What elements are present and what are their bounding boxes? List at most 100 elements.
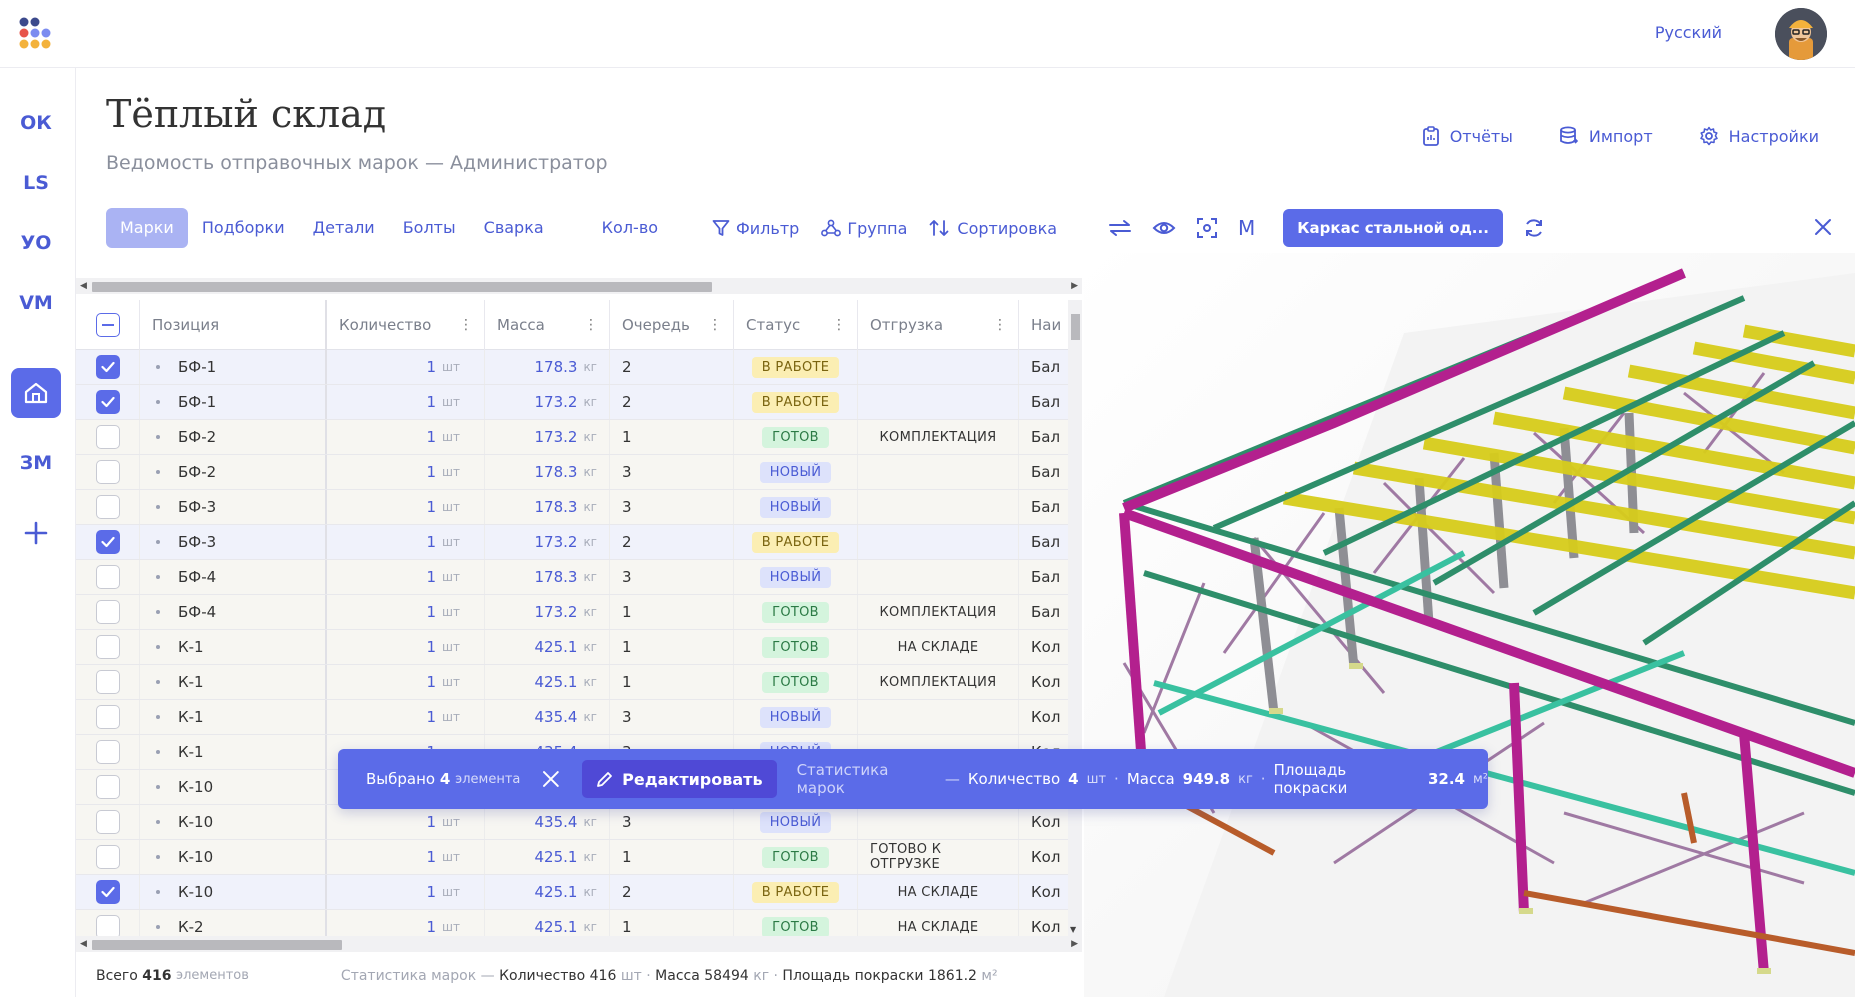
row-select-cell[interactable] xyxy=(76,490,140,524)
row-select-cell[interactable] xyxy=(76,735,140,769)
sort-button[interactable]: Сортировка xyxy=(929,219,1057,238)
column-menu-icon[interactable]: ⋮ xyxy=(459,317,473,333)
nav-item-uo[interactable]: УО xyxy=(20,232,52,254)
table-row[interactable]: БФ-1 1 шт 173.2 кг 2 В РАБОТЕ Бал xyxy=(76,385,1068,420)
column-header-shipping[interactable]: Отгрузка ⋮ xyxy=(858,300,1019,350)
column-header-position[interactable]: Позиция xyxy=(140,300,327,350)
row-select-cell[interactable] xyxy=(76,805,140,839)
scroll-thumb[interactable] xyxy=(92,940,342,950)
row-select-cell[interactable] xyxy=(76,455,140,489)
row-select-cell[interactable] xyxy=(76,525,140,559)
table-row[interactable]: К-10 1 шт 425.1 кг 1 ГОТОВ ГОТОВО К ОТГРУ… xyxy=(76,840,1068,875)
table-row[interactable]: К-10 1 шт 435.4 кг 3 НОВЫЙ Кол xyxy=(76,805,1068,840)
nav-item-ls[interactable]: LS xyxy=(23,172,49,194)
tab-welding[interactable]: Сварка xyxy=(483,218,544,237)
row-select-cell[interactable] xyxy=(76,385,140,419)
column-header-mass[interactable]: Масса ⋮ xyxy=(485,300,610,350)
reports-button[interactable]: Отчёты xyxy=(1422,126,1513,146)
column-menu-icon[interactable]: ⋮ xyxy=(584,317,598,333)
header-select-all[interactable] xyxy=(76,300,140,350)
table-row[interactable]: БФ-4 1 шт 173.2 кг 1 ГОТОВ КОМПЛЕКТАЦИЯ Б… xyxy=(76,595,1068,630)
scroll-left-arrow[interactable]: ◀ xyxy=(80,939,87,949)
table-row[interactable]: БФ-3 1 шт 178.3 кг 3 НОВЫЙ Бал xyxy=(76,490,1068,525)
filter-button[interactable]: Фильтр xyxy=(712,219,799,238)
row-select-cell[interactable] xyxy=(76,595,140,629)
row-checkbox[interactable] xyxy=(95,425,120,449)
select-all-checkbox[interactable] xyxy=(95,313,120,337)
scroll-right-arrow[interactable]: ▶ xyxy=(1071,281,1078,291)
measure-mode-button[interactable]: M xyxy=(1238,216,1256,240)
column-menu-icon[interactable]: ⋮ xyxy=(832,317,846,333)
row-checkbox[interactable] xyxy=(95,635,120,659)
table-row[interactable]: К-1 1 шт 425.1 кг 1 ГОТОВ НА СКЛАДЕ Кол xyxy=(76,630,1068,665)
row-select-cell[interactable] xyxy=(76,350,140,384)
scroll-thumb[interactable] xyxy=(92,282,712,292)
tab-bolts[interactable]: Болты xyxy=(402,218,456,237)
row-select-cell[interactable] xyxy=(76,630,140,664)
row-select-cell[interactable] xyxy=(76,420,140,454)
row-select-cell[interactable] xyxy=(76,560,140,594)
row-checkbox[interactable] xyxy=(95,880,120,904)
row-checkbox[interactable] xyxy=(95,670,120,694)
row-checkbox[interactable] xyxy=(95,775,120,799)
group-button[interactable]: Группа xyxy=(821,219,907,238)
clear-selection-icon[interactable] xyxy=(542,770,560,788)
eye-icon[interactable] xyxy=(1152,218,1176,238)
row-checkbox[interactable] xyxy=(95,600,120,624)
table-bottom-scrollbar[interactable]: ◀ ▶ xyxy=(76,936,1082,952)
user-avatar[interactable] xyxy=(1775,8,1827,60)
row-select-cell[interactable] xyxy=(76,665,140,699)
import-button[interactable]: Импорт xyxy=(1559,126,1653,146)
column-header-quantity[interactable]: Количество ⋮ xyxy=(327,300,485,350)
table-row[interactable]: К-1 1 шт 425.1 кг 1 ГОТОВ КОМПЛЕКТАЦИЯ Ко… xyxy=(76,665,1068,700)
close-viewer-icon[interactable] xyxy=(1813,217,1833,237)
row-checkbox[interactable] xyxy=(95,390,120,414)
row-select-cell[interactable] xyxy=(76,875,140,909)
tab-selections[interactable]: Подборки xyxy=(201,218,285,237)
row-checkbox[interactable] xyxy=(95,355,120,379)
column-menu-icon[interactable]: ⋮ xyxy=(993,317,1007,333)
column-header-queue[interactable]: Очередь ⋮ xyxy=(610,300,734,350)
row-checkbox[interactable] xyxy=(95,705,120,729)
nav-item-warehouse[interactable] xyxy=(11,368,61,418)
tab-marks[interactable]: Марки xyxy=(106,208,188,248)
nav-add-button[interactable] xyxy=(11,508,61,558)
scroll-down-arrow[interactable]: ▼ xyxy=(1070,925,1077,934)
table-row[interactable]: БФ-2 1 шт 178.3 кг 3 НОВЫЙ Бал xyxy=(76,455,1068,490)
row-checkbox[interactable] xyxy=(95,530,120,554)
row-checkbox[interactable] xyxy=(95,740,120,764)
model-select-button[interactable]: Каркас стальной од... xyxy=(1283,209,1503,247)
scroll-left-arrow[interactable]: ◀ xyxy=(80,281,87,291)
vertical-scroll-thumb[interactable] xyxy=(1071,314,1080,340)
settings-button[interactable]: Настройки xyxy=(1699,126,1819,146)
row-select-cell[interactable] xyxy=(76,770,140,804)
row-select-cell[interactable] xyxy=(76,700,140,734)
language-selector[interactable]: Русский xyxy=(1654,23,1722,42)
table-row[interactable]: БФ-4 1 шт 178.3 кг 3 НОВЫЙ Бал xyxy=(76,560,1068,595)
row-checkbox[interactable] xyxy=(95,495,120,519)
refresh-icon[interactable] xyxy=(1523,217,1545,239)
row-checkbox[interactable] xyxy=(95,460,120,484)
steel-frame-3d-model[interactable] xyxy=(1084,253,1855,997)
table-vertical-scrollbar[interactable]: ▼ xyxy=(1068,300,1082,936)
nav-item-zm[interactable]: ЗМ xyxy=(19,452,53,474)
tab-quantity[interactable]: Кол-во xyxy=(601,218,659,237)
table-top-scrollbar[interactable]: ◀ ▶ xyxy=(76,278,1082,294)
column-header-name[interactable]: Наи xyxy=(1019,300,1068,350)
scroll-right-arrow[interactable]: ▶ xyxy=(1071,939,1078,949)
column-header-status[interactable]: Статус ⋮ xyxy=(734,300,858,350)
nav-item-vm[interactable]: VM xyxy=(19,292,53,314)
column-menu-icon[interactable]: ⋮ xyxy=(708,317,722,333)
row-checkbox[interactable] xyxy=(95,810,120,834)
table-row[interactable]: БФ-2 1 шт 173.2 кг 1 ГОТОВ КОМПЛЕКТАЦИЯ Б… xyxy=(76,420,1068,455)
edit-button[interactable]: Редактировать xyxy=(582,760,777,798)
table-row[interactable]: БФ-3 1 шт 173.2 кг 2 В РАБОТЕ Бал xyxy=(76,525,1068,560)
app-logo-icon[interactable] xyxy=(18,16,58,52)
fit-view-icon[interactable] xyxy=(1196,217,1218,239)
row-select-cell[interactable] xyxy=(76,840,140,874)
table-row[interactable]: К-10 1 шт 425.1 кг 2 В РАБОТЕ НА СКЛАДЕ К… xyxy=(76,875,1068,910)
table-row[interactable]: БФ-1 1 шт 178.3 кг 2 В РАБОТЕ Бал xyxy=(76,350,1068,385)
swap-arrows-icon[interactable] xyxy=(1108,218,1132,238)
row-checkbox[interactable] xyxy=(95,565,120,589)
row-checkbox[interactable] xyxy=(95,845,120,869)
